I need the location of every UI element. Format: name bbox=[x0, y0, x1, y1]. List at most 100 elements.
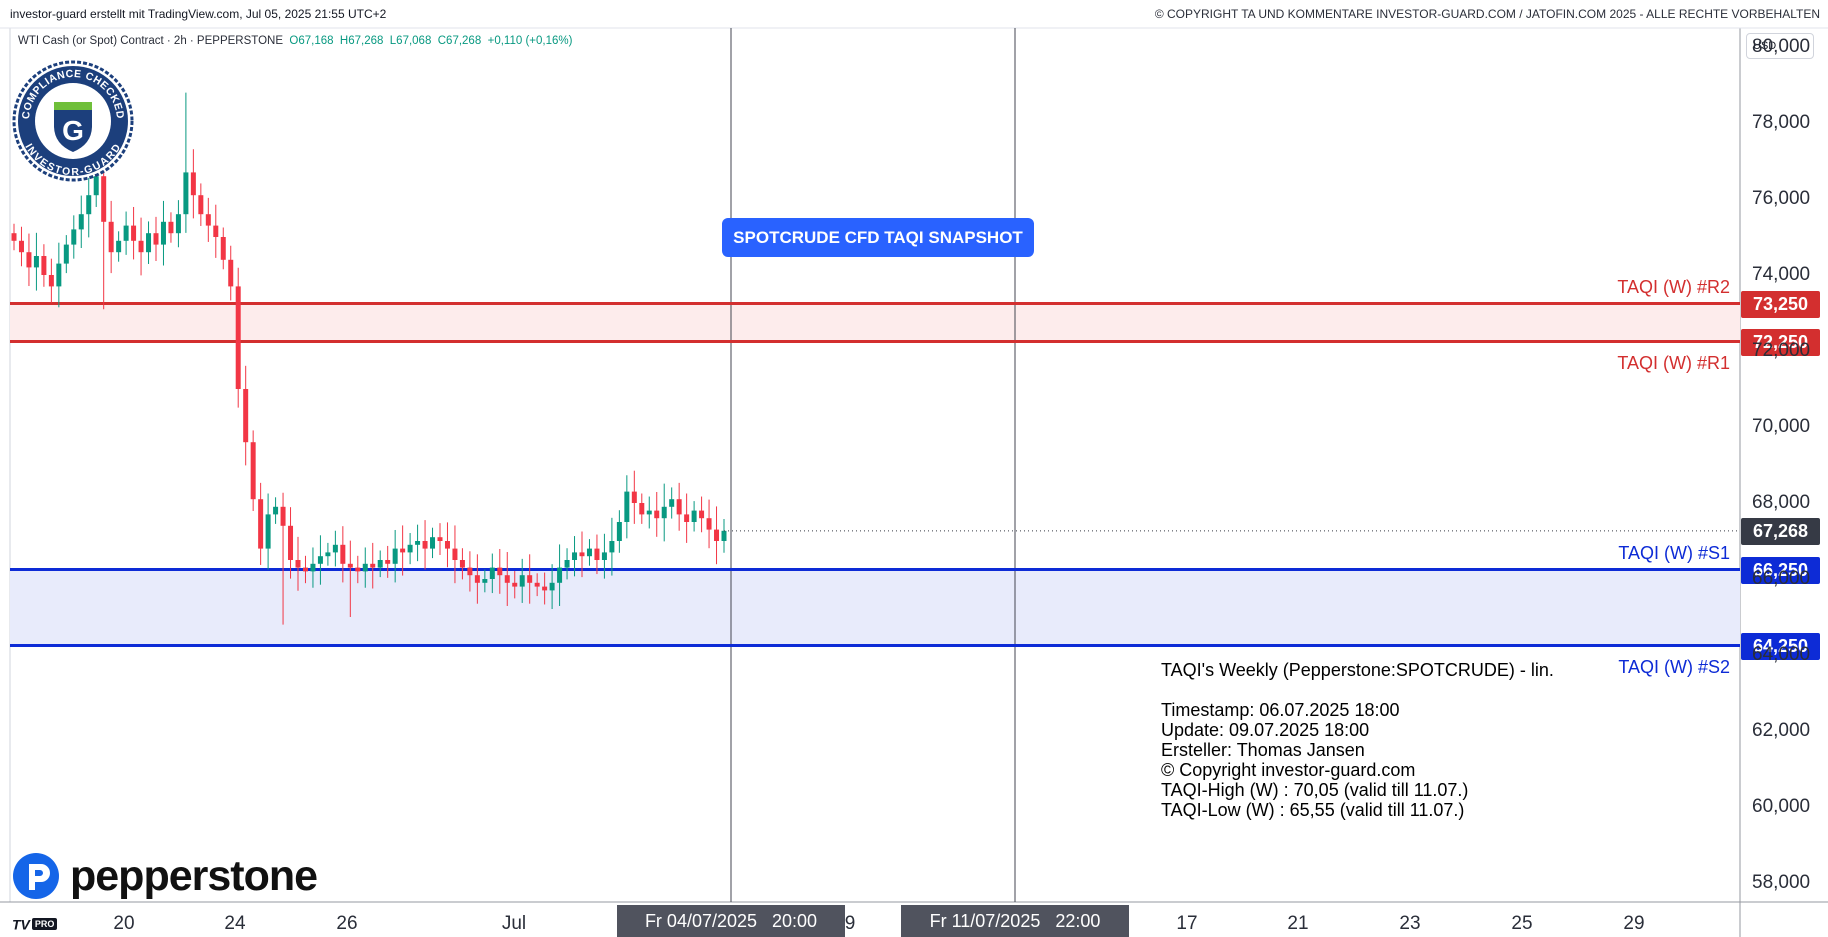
candle-body bbox=[26, 252, 32, 268]
candle-body bbox=[385, 560, 391, 564]
candle-body bbox=[347, 563, 353, 568]
candle-body bbox=[86, 195, 92, 215]
y-tick-label: 74,000 bbox=[1752, 264, 1811, 285]
y-tick-label: 66,000 bbox=[1752, 568, 1811, 589]
candle-body bbox=[190, 172, 196, 196]
candle-body bbox=[549, 582, 555, 591]
info-line: Update: 09.07.2025 18:00 bbox=[1161, 720, 1370, 740]
level-name-label: TAQI (W) #S1 bbox=[1618, 542, 1730, 563]
candle-body bbox=[519, 575, 525, 587]
candle-body bbox=[497, 567, 503, 576]
candle-body bbox=[564, 560, 570, 568]
y-tick-label: 70,000 bbox=[1752, 416, 1811, 437]
candle-body bbox=[489, 567, 495, 579]
time-marker-tag: Fr 11/07/2025 22:00 bbox=[901, 905, 1129, 937]
candle-body bbox=[48, 275, 54, 287]
candle-body bbox=[153, 233, 159, 245]
symbol-legend: WTI Cash (or Spot) Contract · 2h · PEPPE… bbox=[18, 35, 572, 47]
candle-body bbox=[624, 491, 630, 522]
candle-body bbox=[131, 225, 137, 241]
candle-body bbox=[377, 560, 383, 568]
x-tick-label: 23 bbox=[1399, 913, 1421, 934]
candle-body bbox=[160, 221, 166, 245]
candle-body bbox=[265, 514, 271, 549]
ohlc-high: H67,268 bbox=[339, 35, 384, 47]
candle-body bbox=[631, 491, 637, 503]
level-name-label: TAQI (W) #R1 bbox=[1617, 352, 1730, 373]
candle-body bbox=[407, 544, 413, 553]
level-price-tag: 66,250 bbox=[1741, 556, 1820, 584]
candle-body bbox=[71, 229, 77, 245]
level-name-label: TAQI (W) #R2 bbox=[1617, 276, 1730, 297]
compliance-badge-icon: COMPLIANCE CHECKED INVESTOR-GUARD G bbox=[12, 60, 134, 182]
candle-body bbox=[273, 506, 279, 515]
candle-body bbox=[258, 499, 264, 549]
symbol-name: WTI Cash (or Spot) Contract · 2h · PEPPE… bbox=[18, 35, 283, 47]
candle-body bbox=[444, 541, 450, 549]
candle-body bbox=[422, 541, 428, 549]
x-tick-label: 9 bbox=[844, 913, 856, 934]
candle-body bbox=[400, 548, 406, 553]
y-tick-label: 62,000 bbox=[1752, 720, 1811, 741]
candle-body bbox=[572, 552, 578, 560]
y-tick-label: 64,000 bbox=[1752, 644, 1811, 665]
info-line: TAQI-Low (W) : 65,55 (valid till 11.07.) bbox=[1161, 800, 1465, 820]
y-tick-label: 80,000 bbox=[1752, 36, 1811, 57]
candle-body bbox=[594, 548, 600, 560]
candle-body bbox=[123, 225, 129, 241]
candle-body bbox=[661, 506, 667, 519]
candle-body bbox=[392, 548, 398, 564]
info-line: TAQI's Weekly (Pepperstone:SPOTCRUDE) - … bbox=[1161, 660, 1554, 680]
support-zone bbox=[10, 569, 1740, 646]
candle-body bbox=[280, 506, 286, 526]
candle-body bbox=[684, 514, 690, 522]
candle-body bbox=[676, 499, 682, 515]
candle-body bbox=[108, 221, 114, 253]
candle-body bbox=[586, 548, 592, 557]
candle-body bbox=[669, 499, 675, 507]
x-tick-label: 21 bbox=[1287, 913, 1309, 934]
currency-button[interactable]: USD bbox=[1746, 33, 1814, 59]
candle-body bbox=[332, 544, 338, 553]
level-price-tag: 73,250 bbox=[1741, 290, 1820, 318]
x-tick-label: 25 bbox=[1511, 913, 1533, 934]
ohlc-change: +0,110 (+0,16%) bbox=[487, 35, 573, 47]
candle-body bbox=[101, 176, 107, 222]
candle-body bbox=[146, 233, 152, 253]
info-line: Ersteller: Thomas Jansen bbox=[1161, 740, 1365, 760]
candle-body bbox=[183, 172, 189, 215]
candle-body bbox=[228, 259, 234, 287]
candle-body bbox=[542, 586, 548, 591]
y-tick-label: 72,000 bbox=[1752, 340, 1811, 361]
candle-body bbox=[609, 541, 615, 553]
candle-body bbox=[317, 556, 323, 564]
y-tick-label: 60,000 bbox=[1752, 796, 1811, 817]
candle-body bbox=[430, 537, 436, 549]
last-price-tag: 67,268 bbox=[1741, 517, 1820, 545]
candle-body bbox=[482, 579, 488, 583]
candle-body bbox=[56, 263, 62, 287]
candle-body bbox=[288, 525, 294, 560]
candle-body bbox=[250, 442, 256, 500]
candle-body bbox=[646, 510, 652, 515]
tradingview-logo: TV PRO bbox=[12, 915, 58, 932]
level-price-tag: 72,250 bbox=[1741, 328, 1820, 356]
y-tick-label: 78,000 bbox=[1752, 112, 1811, 133]
candle-body bbox=[11, 233, 17, 241]
ohlc-close: C67,268 bbox=[437, 35, 482, 47]
candle-body bbox=[205, 214, 211, 226]
level-name-label: TAQI (W) #S2 bbox=[1618, 656, 1730, 677]
candle-body bbox=[78, 214, 84, 230]
candle-body bbox=[302, 567, 308, 572]
attribution-text: investor-guard erstellt mit TradingView.… bbox=[10, 7, 387, 21]
x-tick-label: 29 bbox=[1623, 913, 1645, 934]
candle-body bbox=[235, 286, 241, 389]
candle-body bbox=[310, 563, 316, 572]
info-line: Timestamp: 06.07.2025 18:00 bbox=[1161, 700, 1400, 720]
candle-body bbox=[220, 237, 226, 260]
candle-body bbox=[340, 544, 346, 564]
candle-body bbox=[639, 503, 645, 515]
candle-body bbox=[243, 389, 249, 443]
y-tick-label: 58,000 bbox=[1752, 872, 1811, 893]
